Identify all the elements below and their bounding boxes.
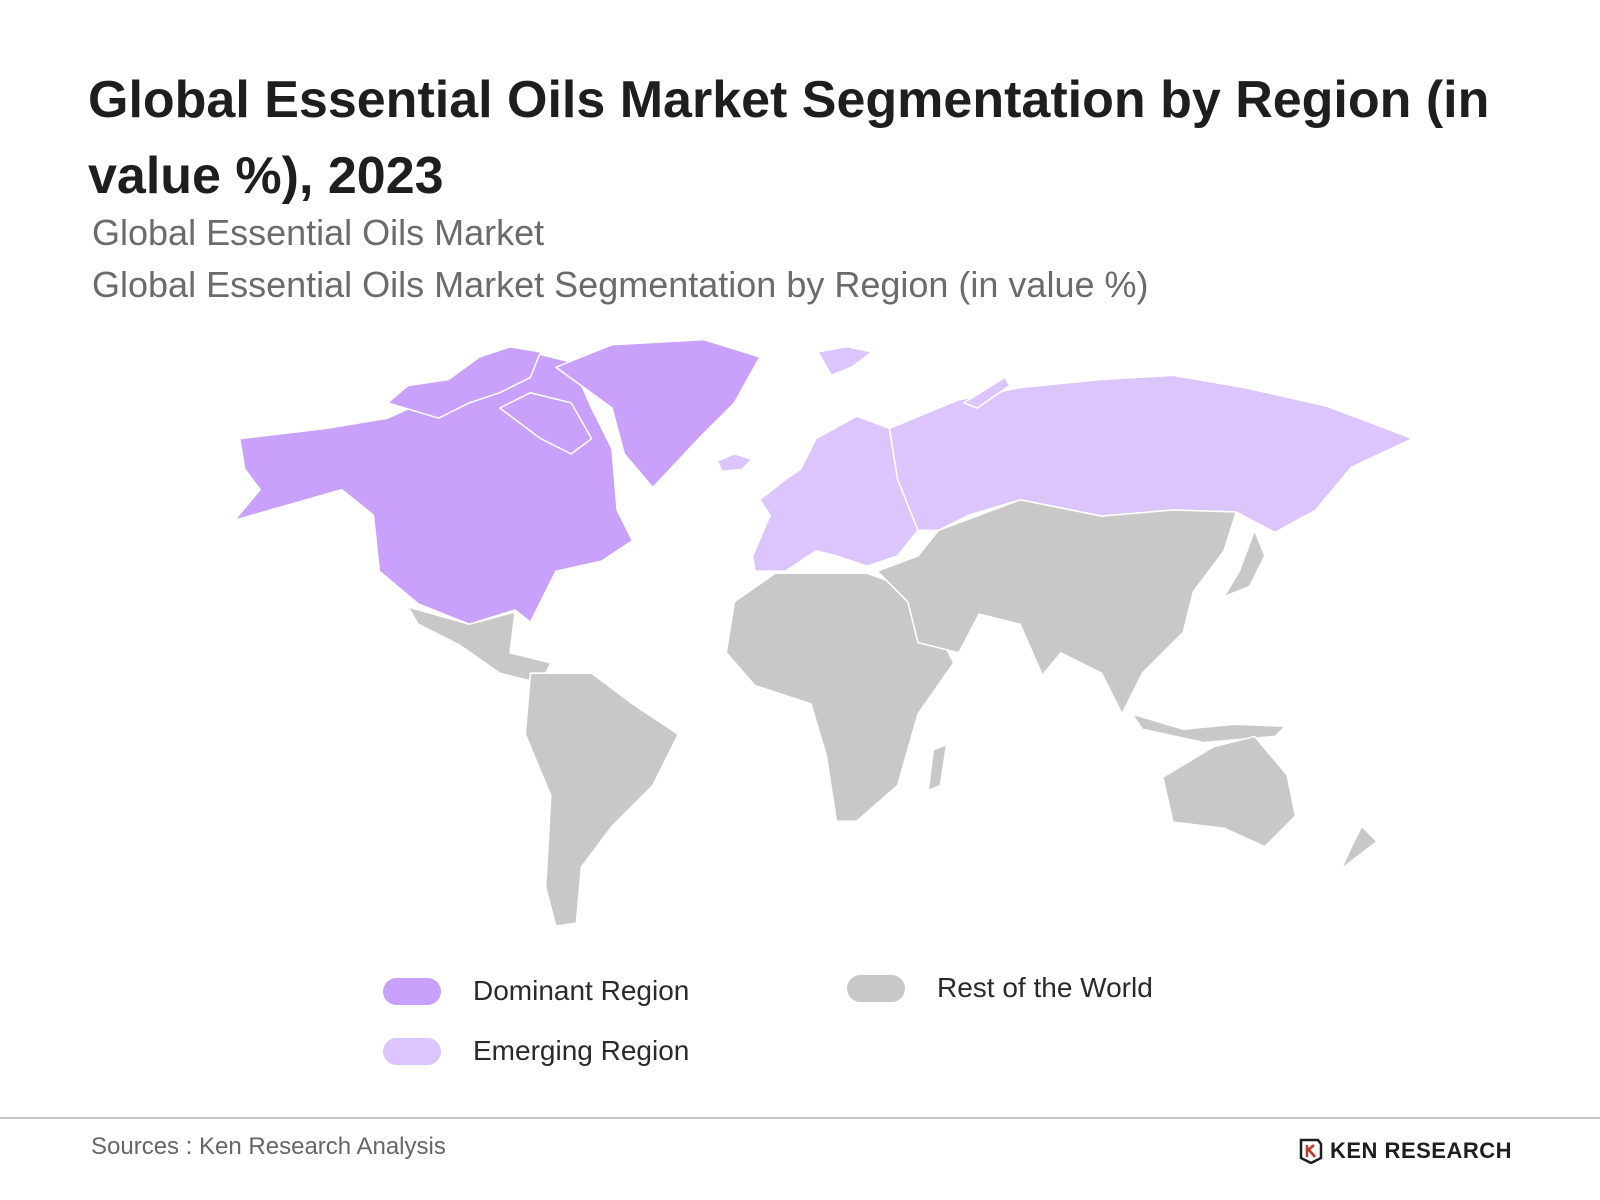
indonesia <box>1131 713 1286 744</box>
logo-icon <box>1299 1138 1323 1164</box>
asia <box>876 499 1238 715</box>
svalbard <box>817 346 873 377</box>
legend-item: Rest of the World <box>847 972 1153 1004</box>
australia <box>1162 735 1297 848</box>
japan <box>1223 529 1266 598</box>
legend-swatch <box>383 1037 441 1065</box>
new-zealand <box>1340 825 1378 870</box>
iceland <box>716 453 753 473</box>
novaya-zemlya <box>963 376 1011 409</box>
legend-label: Rest of the World <box>937 972 1153 1003</box>
legend-item: Dominant Region <box>383 975 689 1007</box>
south-america <box>524 672 680 927</box>
russia <box>888 374 1414 534</box>
subtitle: Global Essential Oils Market <box>92 212 545 253</box>
logo-text: KEN RESEARCH <box>1330 1138 1513 1163</box>
title: Global Essential Oils Market Segmentatio… <box>88 71 1490 205</box>
africa <box>725 572 955 822</box>
subtitle: Global Essential Oils Market Segmentatio… <box>92 264 1149 305</box>
source-note: Sources : Ken Research Analysis <box>91 1133 446 1160</box>
madagascar <box>927 743 948 792</box>
world-map <box>233 338 1414 927</box>
logo: KEN RESEARCH <box>1298 1138 1512 1164</box>
baffin-island <box>499 391 593 455</box>
legend-swatch <box>847 974 905 1002</box>
greenland <box>555 338 761 489</box>
divider <box>0 1117 1600 1119</box>
legend-swatch <box>383 977 441 1005</box>
legend-item: Emerging Region <box>383 1035 689 1067</box>
legend-label: Emerging Region <box>473 1035 690 1066</box>
legend-label: Dominant Region <box>473 975 690 1006</box>
canadian-islands <box>386 346 542 419</box>
